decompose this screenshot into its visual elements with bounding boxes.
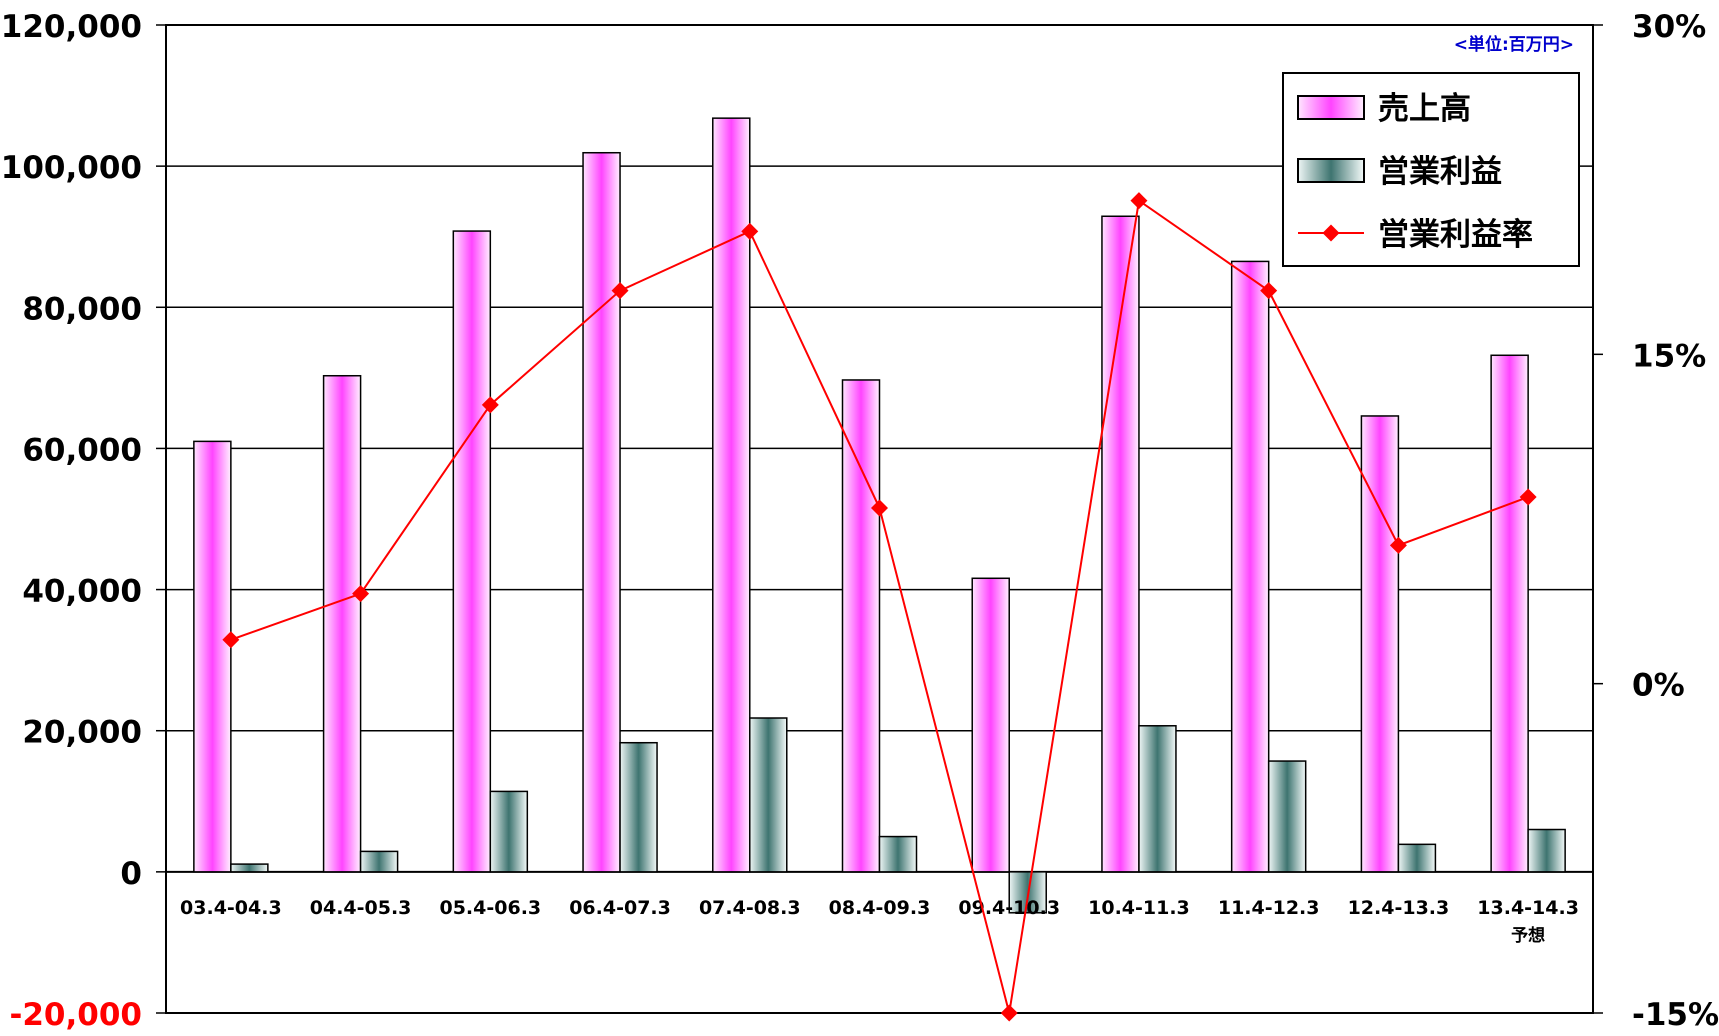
bar-sales bbox=[841, 379, 881, 873]
right-tick-label: -15% bbox=[1632, 997, 1719, 1032]
right-tick-label: 30% bbox=[1632, 9, 1706, 45]
category-label: 11.4-12.3 bbox=[1218, 897, 1320, 919]
category-label: 13.4-14.3 bbox=[1477, 897, 1579, 919]
plot-frame bbox=[165, 24, 1594, 1014]
left-axis: -20,000 0 20,000 40,000 60,000 80,000 100,000 1… bbox=[1, 9, 166, 1033]
bar-profit bbox=[619, 741, 658, 873]
right-axis: -15% 0% 15% 30% bbox=[1593, 9, 1719, 1033]
category-label: 04.4-05.3 bbox=[310, 897, 412, 919]
left-tick-label: 40,000 bbox=[22, 574, 142, 610]
bars bbox=[193, 117, 1566, 914]
bar-profit bbox=[1527, 828, 1566, 873]
left-tick-label: 60,000 bbox=[22, 432, 142, 468]
bar-profit bbox=[878, 835, 918, 873]
left-tick-label: 80,000 bbox=[22, 291, 142, 327]
gridlines bbox=[165, 24, 1594, 1014]
left-tick-label: 100,000 bbox=[1, 150, 142, 186]
category-note: 予想 bbox=[1511, 925, 1545, 946]
legend-swatch-profit bbox=[1297, 158, 1365, 183]
category-label: 03.4-04.3 bbox=[180, 897, 282, 919]
bar-profit bbox=[489, 790, 529, 873]
bar-profit bbox=[1397, 843, 1437, 873]
right-tick-label: 0% bbox=[1632, 668, 1685, 704]
rate-marker bbox=[1130, 192, 1148, 210]
bar-profit bbox=[1267, 760, 1307, 873]
left-tick-label: -20,000 bbox=[10, 997, 143, 1032]
rate-marker bbox=[222, 631, 240, 649]
bar-profit bbox=[1008, 871, 1047, 914]
x-axis: 03.4-04.3 04.4-05.3 05.4-06.3 06.4-07.3 07.4… bbox=[180, 897, 1579, 946]
rate-marker bbox=[352, 585, 370, 603]
category-label: 10.4-11.3 bbox=[1088, 897, 1190, 919]
category-label: 12.4-13.3 bbox=[1348, 897, 1450, 919]
legend-label-rate: 営業利益率 bbox=[1378, 217, 1533, 253]
legend-swatch-sales bbox=[1297, 95, 1365, 120]
rate-line bbox=[222, 192, 1537, 1022]
bar-sales bbox=[1490, 354, 1529, 873]
bar-profit bbox=[359, 850, 399, 873]
rate-marker bbox=[741, 222, 759, 240]
bar-sales bbox=[452, 230, 492, 873]
rate-marker bbox=[1000, 1004, 1018, 1022]
unit-note: <単位:百万円> bbox=[1454, 34, 1574, 55]
category-label: 09.4-10.3 bbox=[958, 897, 1060, 919]
bar-sales bbox=[322, 374, 362, 873]
right-tick-label: 15% bbox=[1632, 338, 1706, 374]
legend-label-sales: 売上高 bbox=[1378, 91, 1471, 127]
category-label: 08.4-09.3 bbox=[829, 897, 931, 919]
category-label: 05.4-06.3 bbox=[439, 897, 541, 919]
left-tick-label: 0 bbox=[120, 856, 142, 892]
left-tick-label: 120,000 bbox=[1, 9, 142, 45]
bar-sales bbox=[193, 440, 232, 873]
rate-marker bbox=[1389, 536, 1407, 554]
bar-sales bbox=[1360, 415, 1400, 873]
rate-marker bbox=[481, 396, 499, 414]
bar-sales bbox=[1230, 260, 1270, 873]
bar-profit bbox=[1138, 725, 1177, 873]
bar-profit bbox=[749, 717, 788, 873]
category-label: 06.4-07.3 bbox=[569, 897, 671, 919]
left-tick-label: 20,000 bbox=[22, 715, 142, 751]
category-label: 07.4-08.3 bbox=[699, 897, 801, 919]
rate-marker bbox=[871, 499, 888, 517]
bar-sales bbox=[1101, 215, 1140, 873]
bar-sales bbox=[712, 117, 751, 873]
bar-sales bbox=[971, 577, 1010, 873]
legend-label-profit: 営業利益 bbox=[1378, 154, 1502, 190]
legend: 売上高 営業利益 営業利益率 bbox=[1282, 72, 1580, 267]
rate-marker bbox=[611, 282, 629, 300]
bar-sales bbox=[582, 151, 621, 873]
bar-profit bbox=[230, 863, 269, 873]
